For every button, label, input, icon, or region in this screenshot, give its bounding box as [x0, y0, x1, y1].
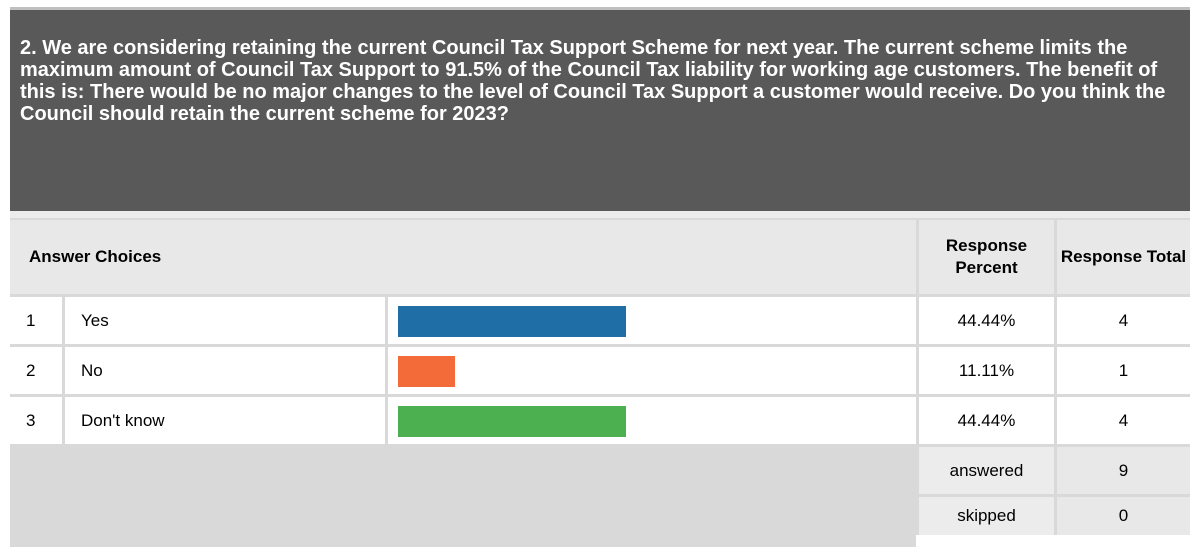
response-percent: 44.44%	[919, 297, 1054, 344]
skipped-value: 0	[1057, 497, 1190, 535]
response-total: 4	[1057, 397, 1190, 444]
answer-label: No	[65, 347, 385, 394]
table-row: 1 Yes 44.44% 4	[10, 297, 1190, 344]
question-header: 2. We are considering retaining the curr…	[10, 7, 1190, 211]
response-total-header: Response Total	[1057, 220, 1190, 294]
skipped-label: skipped	[919, 497, 1054, 535]
bar-cell	[388, 347, 916, 394]
table-row: 3 Don't know 44.44% 4	[10, 397, 1190, 444]
answered-value: 9	[1057, 447, 1190, 494]
bar-cell	[388, 397, 916, 444]
table-row: 2 No 11.11% 1	[10, 347, 1190, 394]
response-percent: 44.44%	[919, 397, 1054, 444]
answer-choices-header: Answer Choices	[10, 220, 916, 294]
response-total: 4	[1057, 297, 1190, 344]
bar-cell	[388, 297, 916, 344]
row-number: 1	[10, 297, 62, 344]
question-text: 2. We are considering retaining the curr…	[20, 37, 1166, 125]
bar-no	[398, 356, 455, 387]
response-percent: 11.11%	[919, 347, 1054, 394]
table-header-row: Answer Choices Response Percent Response…	[10, 220, 1190, 294]
answer-label: Don't know	[65, 397, 385, 444]
bar-dont-know	[398, 406, 626, 437]
row-number: 2	[10, 347, 62, 394]
row-number: 3	[10, 397, 62, 444]
survey-question-panel: 2. We are considering retaining the curr…	[10, 7, 1190, 547]
response-percent-header: Response Percent	[919, 220, 1054, 294]
answer-label: Yes	[65, 297, 385, 344]
bar-yes	[398, 306, 626, 337]
divider	[10, 211, 1190, 218]
answered-label: answered	[919, 447, 1054, 494]
response-total: 1	[1057, 347, 1190, 394]
summary-spacer	[10, 447, 916, 547]
